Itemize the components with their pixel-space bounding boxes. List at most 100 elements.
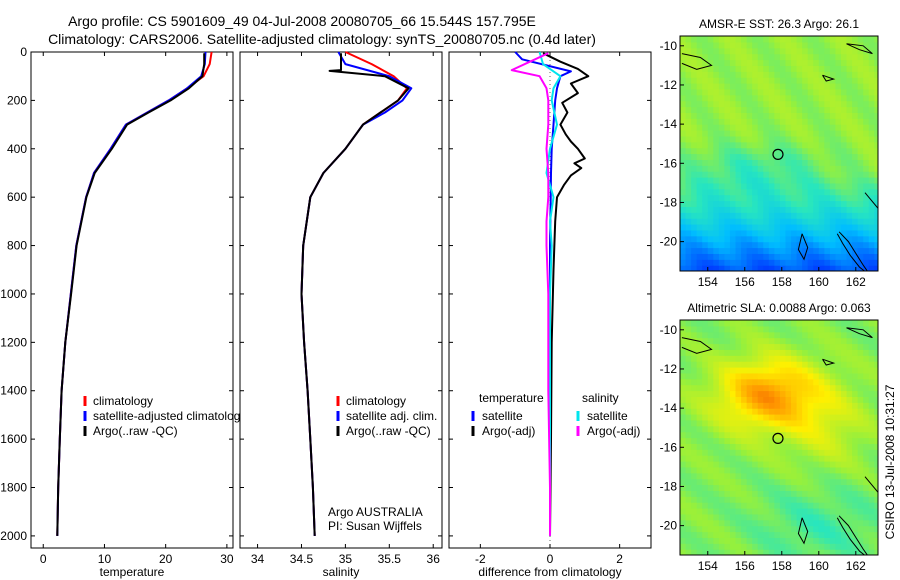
sla_map-xtick-label: 154 (698, 559, 718, 573)
temperature-series-line-3 (56, 53, 206, 536)
sst_map-coastline (681, 53, 713, 70)
temperature-ytick-label: 400 (7, 142, 27, 156)
sla_map-ytick-label: -14 (660, 401, 678, 415)
sla_map-coastline (864, 476, 878, 493)
salinity-xlabel: salinity (323, 565, 360, 579)
sla_map-coastline (797, 517, 809, 545)
sla_map-ytick-label: -10 (660, 323, 678, 337)
temperature-legend-label: climatology (93, 394, 153, 408)
sla_map-coastline (836, 517, 866, 555)
sst_map-xtick-label: 158 (772, 275, 792, 289)
sla-map-plot: 154 156 158 160 162 -10 -12 -14 -16 -18 -20 Altimet… (660, 301, 879, 573)
difference-xtick-label: -2 (475, 552, 486, 566)
figure-title-line1: Argo profile: CS 5901609_49 04-Jul-2008 … (68, 13, 536, 29)
temperature-ytick-label: 1400 (0, 384, 27, 398)
sla_map-ytick-label: -12 (660, 362, 678, 376)
difference-xlabel: difference from climatology (478, 565, 621, 579)
salinity-annotation-line: PI: Susan Wijffels (328, 519, 422, 533)
salinity-profile-plot: 34 34.5 35 35.5 36 salinity climatologysatelli… (239, 51, 443, 579)
salinity-xtick-label: 34.5 (290, 552, 314, 566)
difference-legend-label: Argo(-adj) (587, 424, 640, 438)
sla_map-coastline (846, 327, 873, 339)
salinity-xtick-label: 35 (339, 552, 353, 566)
sst_map-ytick-label: -12 (660, 78, 678, 92)
sla_map-coastline (681, 337, 713, 354)
salinity-series-line-3 (300, 53, 410, 536)
salinity-xtick-label: 34 (251, 552, 265, 566)
sla_map-title: Altimetric SLA: 0.0088 Argo: 0.063 (687, 301, 871, 315)
difference-series-line-2 (542, 52, 590, 536)
sla_map-coastline (822, 358, 836, 366)
temperature-ytick-label: 600 (7, 190, 27, 204)
sla_map-xtick-label: 160 (809, 559, 829, 573)
temperature-ytick-label: 200 (7, 93, 27, 107)
sst_map-coastline (836, 233, 866, 271)
sla_map-xtick-label: 156 (735, 559, 755, 573)
sst_map-coastline (797, 233, 809, 261)
sst_map-ytick-label: -18 (660, 195, 678, 209)
sst_map-coastline (822, 74, 836, 82)
temperature-ytick-label: 1200 (0, 335, 27, 349)
sst_map-xtick-label: 160 (809, 275, 829, 289)
difference-series-line-3 (538, 51, 562, 536)
sst_map-xtick-label: 162 (846, 275, 866, 289)
temperature-ytick-label: 1000 (0, 287, 27, 301)
difference-xtick-label: 0 (547, 552, 554, 566)
sst_map-ytick-label: -14 (660, 117, 678, 131)
temperature-xtick-label: 30 (220, 552, 234, 566)
sst_map-argo-location-marker (772, 148, 784, 160)
sst_map-axes-frame (679, 35, 879, 272)
difference-legend-label: satellite (482, 409, 523, 423)
temperature-ytick-label: 0 (20, 45, 27, 59)
salinity-xtick-label: 35.5 (378, 552, 402, 566)
sla_map-field-cells (680, 320, 878, 555)
sla_map-xtick-label: 162 (846, 559, 866, 573)
sst-map-plot: 154 156 158 160 162 -10 -12 -14 -16 -18 -20 AMSR-E … (660, 17, 879, 289)
difference-legend-label: Argo(-adj) (482, 424, 535, 438)
salinity-legend-label: climatology (346, 394, 406, 408)
temperature-legend-label: Argo(..raw -QC) (93, 424, 178, 438)
temperature-ytick-label: 1800 (0, 481, 27, 495)
sst_map-coastline (846, 43, 873, 55)
sst_map-coastline (838, 231, 868, 271)
sla_map-ytick-label: -18 (660, 479, 678, 493)
sst_map-field-cells (680, 36, 878, 271)
sst_map-title: AMSR-E SST: 26.3 Argo: 26.1 (699, 17, 859, 31)
sla_map-coastlines (681, 327, 878, 555)
salinity-legend-label: satellite adj. clim. (346, 409, 437, 423)
salinity-xtick-label: 36 (427, 552, 441, 566)
temperature-xtick-label: 20 (159, 552, 173, 566)
sla_map-axes-frame (679, 319, 879, 556)
difference-legend-group-title: salinity (582, 391, 619, 405)
sst_map-xtick-label: 154 (698, 275, 718, 289)
salinity-legend-label: Argo(..raw -QC) (346, 424, 431, 438)
temperature-profile-plot: 0 10 20 30 0 200 400 600 800 1000 1200 1400 1600 1800… (0, 45, 246, 579)
difference-legend-label: satellite (587, 409, 628, 423)
sst_map-ytick-label: -10 (660, 39, 678, 53)
temperature-ytick-label: 800 (7, 239, 27, 253)
sla_map-ytick-label: -20 (660, 519, 678, 533)
salinity-annotation-line: Argo AUSTRALIA (328, 505, 423, 519)
difference-xtick-label: 2 (616, 552, 623, 566)
figure-title-line2: Climatology: CARS2006. Satellite-adjuste… (48, 31, 596, 47)
sla_map-ytick-label: -16 (660, 440, 678, 454)
sla_map-coastline (838, 515, 868, 555)
salinity-axes-frame (239, 51, 443, 549)
sst_map-coastline (864, 192, 878, 209)
sst_map-coastlines (681, 43, 878, 271)
csiro-timestamp-label: CSIRO 13-Jul-2008 10:31:27 (883, 384, 897, 539)
difference-legend-group-title: temperature (479, 391, 544, 405)
sst_map-ytick-label: -16 (660, 156, 678, 170)
sst_map-xtick-label: 156 (735, 275, 755, 289)
temperature-xtick-label: 0 (40, 552, 47, 566)
sla_map-xtick-label: 158 (772, 559, 792, 573)
sst_map-ytick-label: -20 (660, 235, 678, 249)
sla_map-argo-location-marker (772, 432, 784, 444)
temperature-xtick-label: 10 (98, 552, 112, 566)
temperature-ytick-label: 1600 (0, 432, 27, 446)
temperature-ytick-label: 2000 (0, 529, 27, 543)
temperature-xlabel: temperature (100, 565, 165, 579)
temperature-legend-label: satellite-adjusted climatology (93, 409, 246, 423)
